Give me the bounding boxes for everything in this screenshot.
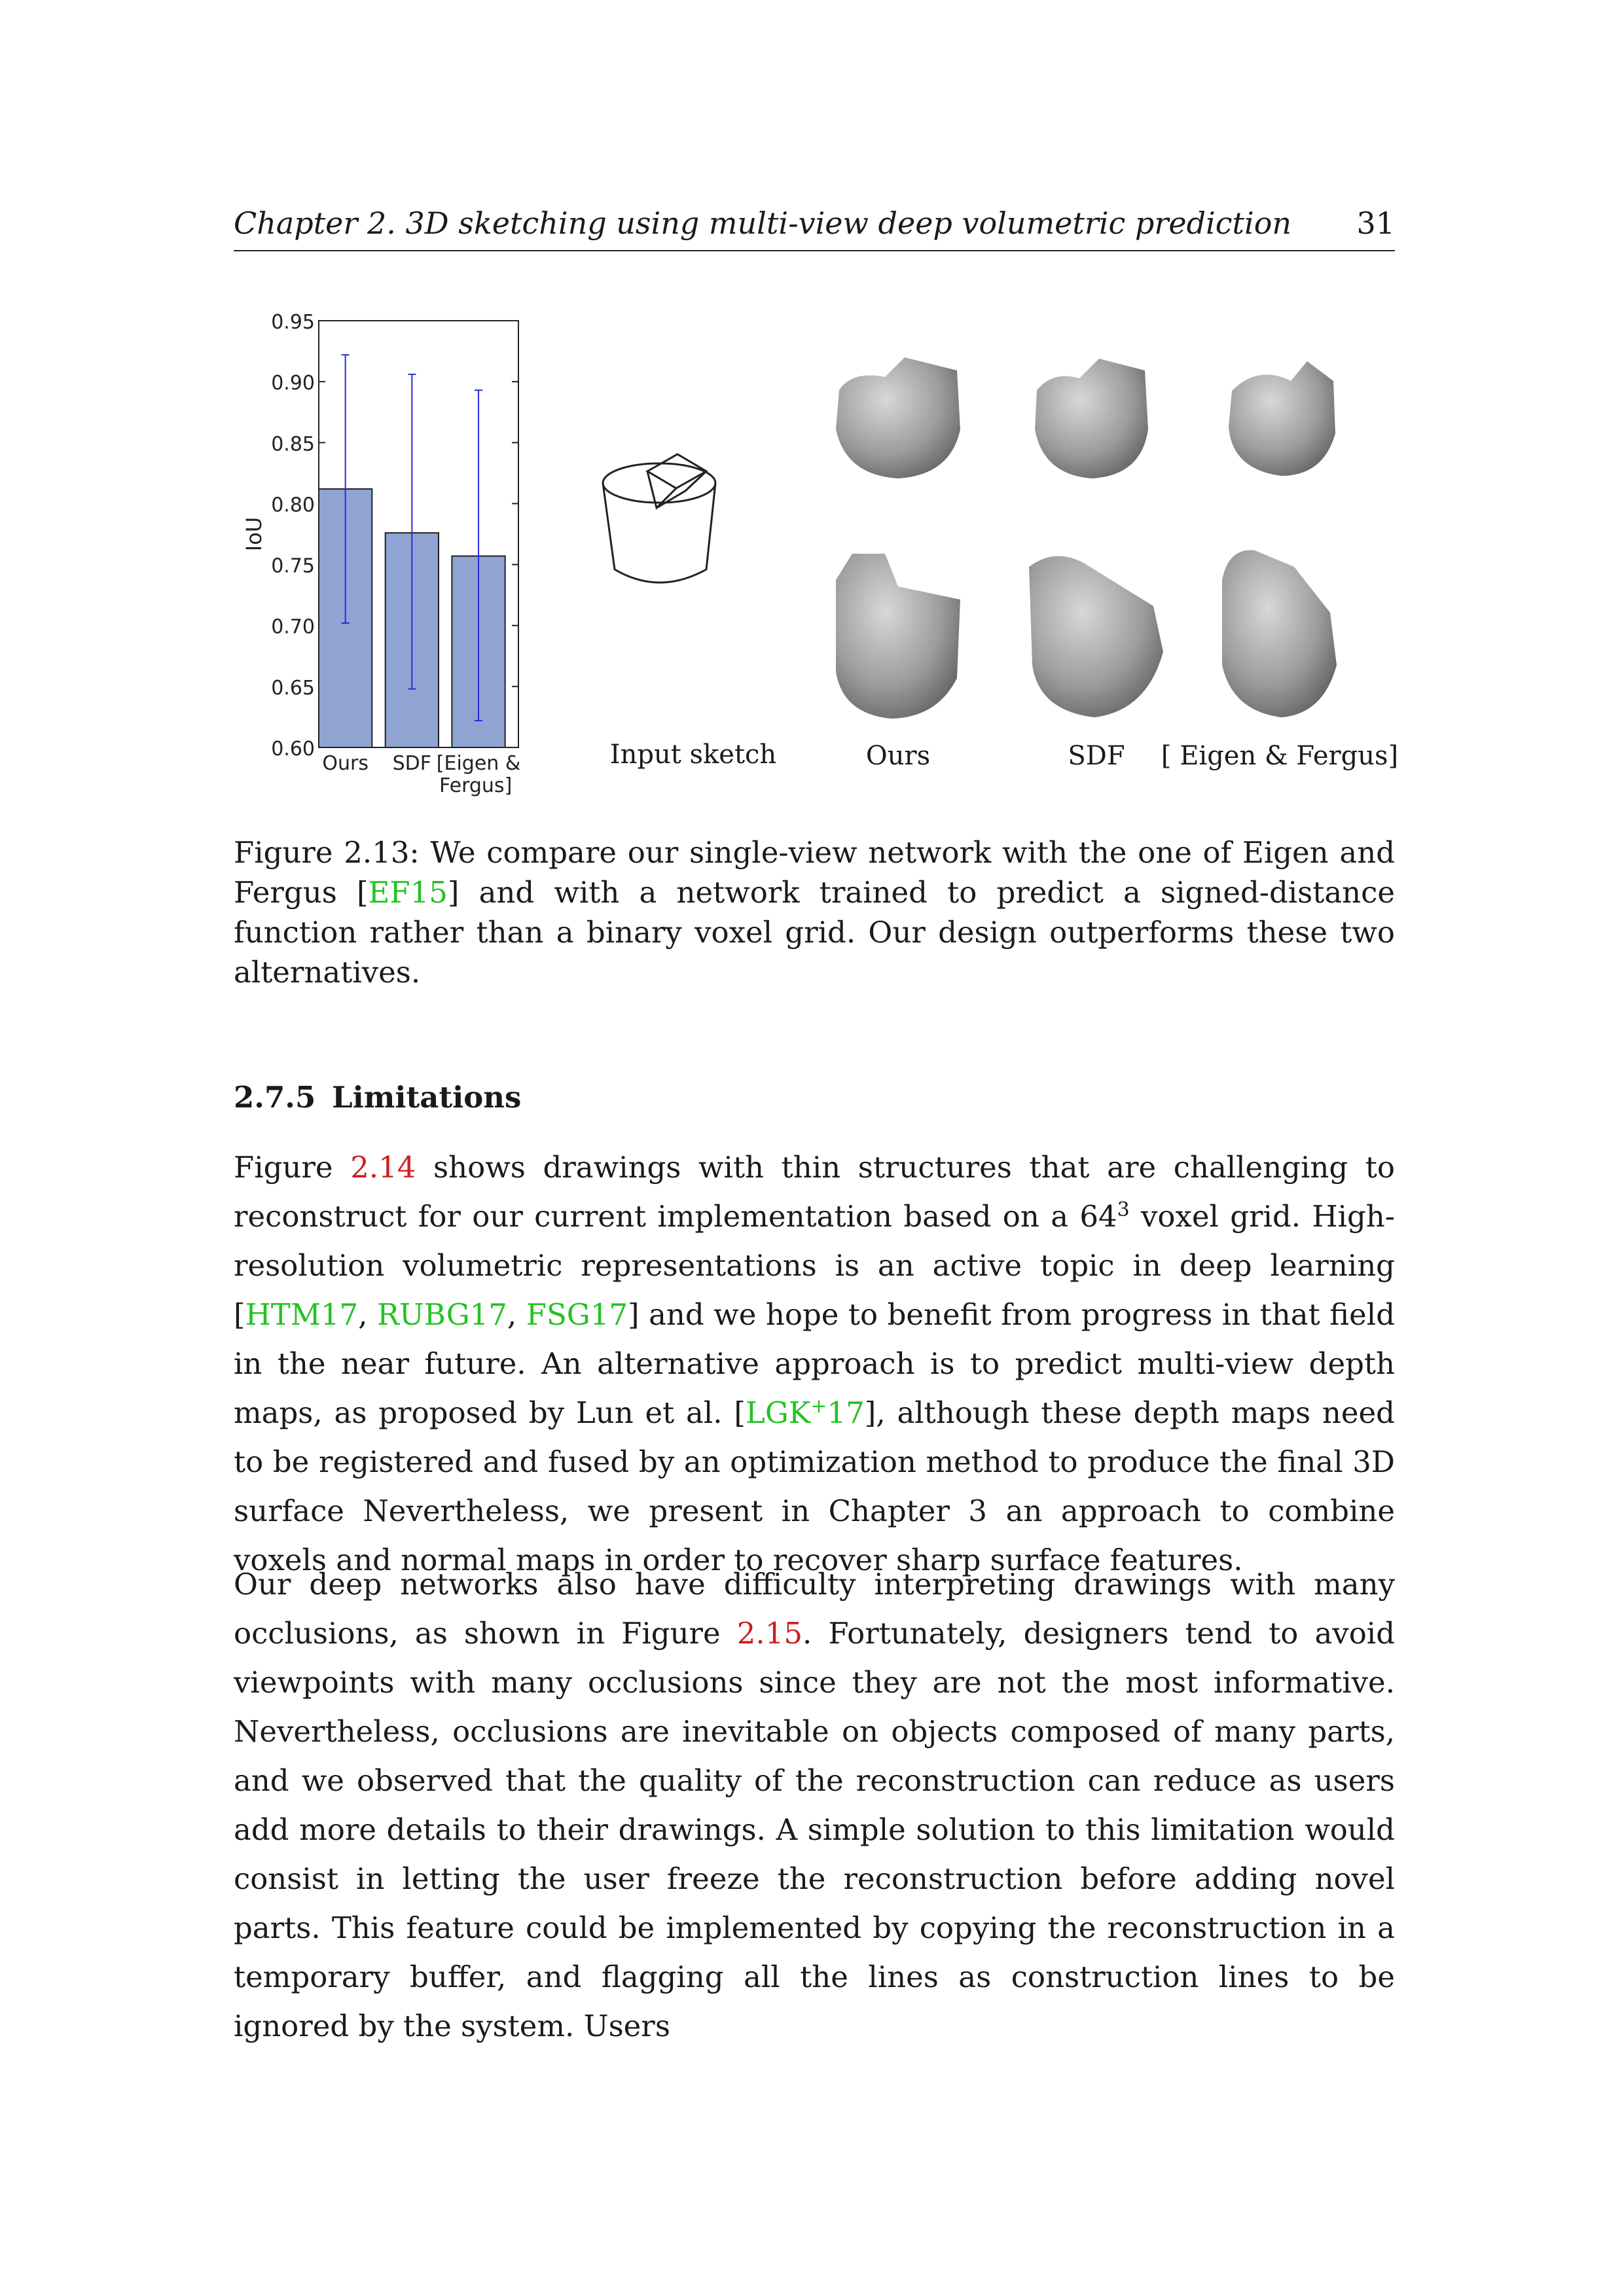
- input-sketch-drawing: [602, 453, 717, 584]
- label-ours: Ours: [865, 741, 931, 771]
- text-cite[interactable]: RUBG17: [377, 1297, 507, 1332]
- x-tick-label: Ours: [322, 752, 369, 775]
- y-tick-label: 0.65: [271, 677, 315, 700]
- paragraph-2: Our deep networks also have difficulty i…: [234, 1560, 1395, 2051]
- label-sdf: SDF: [1068, 741, 1125, 771]
- text-run: shows drawings with thin structures that…: [234, 1150, 1395, 1234]
- label-input-sketch: Input sketch: [609, 740, 777, 770]
- page-number: 31: [1356, 206, 1395, 241]
- x-tick-label: Fergus]: [439, 774, 512, 797]
- text-run: voxel grid. High-resolution volumetric r…: [234, 1199, 1395, 1332]
- y-tick-label: 0.80: [271, 493, 315, 516]
- y-tick-label: 0.85: [271, 433, 315, 456]
- shape-sdf-front: [1035, 359, 1148, 478]
- cite-ef15[interactable]: EF15: [368, 875, 448, 910]
- x-tick-label: [Eigen &: [437, 752, 520, 775]
- figure-2-13: 0.60 0.65 0.70 0.75 0.80 0.85 0.90 0.95 IoU Ours S…: [234, 295, 1399, 812]
- caption-after: ] and with a network trained to predict …: [234, 875, 1395, 990]
- shape-sdf-side: [1029, 556, 1163, 717]
- text-cite[interactable]: 17: [827, 1395, 865, 1430]
- figure-caption: Figure 2.13: We compare our single-view …: [234, 833, 1395, 992]
- running-header: Chapter 2. 3D sketching using multi-view…: [234, 203, 1395, 251]
- y-tick-label: 0.95: [271, 311, 315, 334]
- y-tick-label: 0.75: [271, 555, 315, 578]
- text-run: ,: [358, 1297, 377, 1332]
- section-heading: 2.7.5 Limitations: [234, 1080, 521, 1115]
- text-cite[interactable]: FSG17: [526, 1297, 628, 1332]
- text-cite[interactable]: LGK: [745, 1395, 811, 1430]
- text-run: Our deep networks also have difficulty i…: [234, 1567, 1395, 1651]
- text-run: ,: [507, 1297, 526, 1332]
- shape-ours-front: [836, 357, 960, 478]
- y-tick-label: 0.70: [271, 616, 315, 639]
- shape-eigen-fergus-front: [1229, 361, 1335, 476]
- label-eigen-fergus: [ Eigen & Fergus]: [1161, 741, 1399, 771]
- chapter-title: Chapter 2. 3D sketching using multi-view…: [234, 206, 1292, 241]
- text-ref[interactable]: 2.14: [350, 1150, 416, 1185]
- text-ref[interactable]: 2.15: [736, 1616, 803, 1651]
- y-tick-label: 0.90: [271, 372, 315, 395]
- iou-bar-chart: 0.60 0.65 0.70 0.75 0.80 0.85 0.90 0.95 IoU Ours S…: [242, 311, 520, 797]
- text-citesup[interactable]: +: [810, 1395, 827, 1418]
- text-run: ], although these depth maps need to be …: [234, 1395, 1395, 1577]
- section-title: Limitations: [332, 1080, 522, 1115]
- text-run: . Fortunately, designers tend to avoid v…: [234, 1616, 1395, 2043]
- shape-eigen-fergus-side: [1222, 550, 1337, 717]
- text-sup: 3: [1117, 1198, 1130, 1221]
- text-run: Figure: [234, 1150, 351, 1185]
- y-axis-label: IoU: [242, 517, 266, 551]
- y-tick-label: 0.60: [271, 738, 315, 761]
- text-cite[interactable]: HTM17: [245, 1297, 359, 1332]
- paragraph-1: Figure 2.14 shows drawings with thin str…: [234, 1143, 1395, 1585]
- x-tick-label: SDF: [393, 752, 431, 775]
- section-number: 2.7.5: [234, 1080, 316, 1115]
- caption-before: Figure 2.13: We compare our single-view …: [234, 835, 1395, 910]
- shape-ours-side: [836, 554, 960, 719]
- text-run: ] and we hope to benefit from progress i…: [234, 1297, 1396, 1430]
